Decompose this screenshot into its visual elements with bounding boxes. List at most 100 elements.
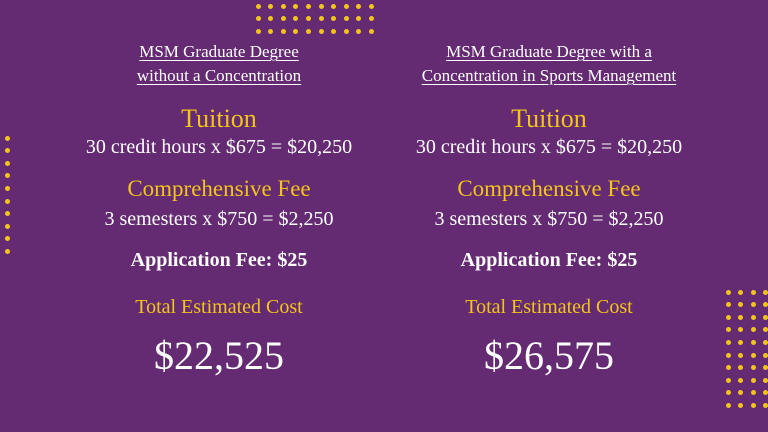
total-label: Total Estimated Cost <box>465 296 633 318</box>
decorative-dot <box>750 314 756 320</box>
decorative-dot <box>293 3 299 9</box>
decorative-dot <box>750 390 756 396</box>
fee-calc: 3 semesters x $750 = $2,250 <box>104 208 334 230</box>
decorative-dot <box>750 402 756 408</box>
decorative-dot <box>763 339 768 345</box>
decorative-dot <box>750 377 756 383</box>
decorative-dot <box>268 3 274 9</box>
decorative-dot <box>725 352 731 358</box>
column-title: MSM Graduate Degree with a Concentration … <box>384 40 714 88</box>
decorative-dot <box>750 327 756 333</box>
decorative-dot <box>725 327 731 333</box>
tuition-label: Tuition <box>511 104 587 133</box>
fee-calc: 3 semesters x $750 = $2,250 <box>434 208 664 230</box>
decorative-dot <box>763 352 768 358</box>
decorative-dot <box>305 28 311 34</box>
decorative-dot <box>750 302 756 308</box>
decorative-dot <box>331 28 337 34</box>
decorative-dot <box>725 365 731 371</box>
decorative-dot <box>738 327 744 333</box>
decorative-dot <box>763 289 768 295</box>
decorative-dot <box>738 289 744 295</box>
title-line-2: Concentration in Sports Management <box>421 66 677 85</box>
decorative-dot <box>750 352 756 358</box>
decorative-dot <box>331 3 337 9</box>
decorative-dot <box>331 16 337 22</box>
decorative-dot <box>368 28 374 34</box>
decorative-dot <box>738 302 744 308</box>
decorative-dot <box>356 28 362 34</box>
decorative-dot <box>280 16 286 22</box>
decorative-dot <box>280 28 286 34</box>
decorative-dot <box>763 365 768 371</box>
decorative-dot <box>4 185 10 191</box>
decorative-dot <box>255 16 261 22</box>
decorative-dot <box>356 16 362 22</box>
title-line-2: without a Concentration <box>136 66 302 85</box>
decorative-dot <box>368 16 374 22</box>
decorative-dot <box>750 365 756 371</box>
decorative-dot <box>763 377 768 383</box>
decorative-dot <box>343 28 349 34</box>
decorative-dot <box>305 16 311 22</box>
column-title: MSM Graduate Degree without a Concentrati… <box>54 40 384 88</box>
decorative-dot <box>4 173 10 179</box>
decorative-dot <box>305 3 311 9</box>
total-value: $26,575 <box>484 333 614 378</box>
decorative-dot <box>293 28 299 34</box>
fee-label: Comprehensive Fee <box>457 176 641 201</box>
decorative-dot <box>725 302 731 308</box>
decorative-dot <box>4 236 10 242</box>
decorative-dot <box>725 390 731 396</box>
decorative-dot <box>750 339 756 345</box>
decorative-dot <box>293 16 299 22</box>
decorative-dot <box>738 402 744 408</box>
decorative-dot <box>255 28 261 34</box>
total-label: Total Estimated Cost <box>135 296 303 318</box>
title-line-1: MSM Graduate Degree with a <box>446 42 652 61</box>
decorative-dot <box>4 198 10 204</box>
decorative-dot <box>268 28 274 34</box>
decorative-dot <box>750 289 756 295</box>
tuition-calc: 30 credit hours x $675 = $20,250 <box>415 136 683 158</box>
decorative-dot <box>725 339 731 345</box>
tuition-calc: 30 credit hours x $675 = $20,250 <box>85 136 353 158</box>
decorative-dot <box>725 289 731 295</box>
decorative-dot <box>343 3 349 9</box>
total-value: $22,525 <box>154 333 284 378</box>
decorative-dot <box>318 3 324 9</box>
decorative-dot <box>738 314 744 320</box>
decorative-dot <box>368 3 374 9</box>
decorative-dot <box>343 16 349 22</box>
decorative-dot <box>4 148 10 154</box>
decorative-dot <box>725 314 731 320</box>
decorative-dot <box>738 339 744 345</box>
decorative-dot <box>738 352 744 358</box>
decorative-dot <box>268 16 274 22</box>
decorative-dot <box>4 211 10 217</box>
application-fee: Application Fee: $25 <box>460 249 638 271</box>
fee-label: Comprehensive Fee <box>127 176 311 201</box>
decorative-dot <box>318 16 324 22</box>
decorative-dot <box>738 365 744 371</box>
decorative-dot <box>318 28 324 34</box>
decorative-dot <box>725 377 731 383</box>
decorative-dot <box>738 390 744 396</box>
decorative-dot <box>763 302 768 308</box>
decorative-dot <box>4 160 10 166</box>
tuition-label: Tuition <box>181 104 257 133</box>
application-fee: Application Fee: $25 <box>130 249 308 271</box>
decorative-dot <box>356 3 362 9</box>
decorative-dot <box>763 390 768 396</box>
decorative-dot <box>738 377 744 383</box>
decorative-dot <box>763 314 768 320</box>
decorative-dot <box>4 223 10 229</box>
decorative-dot <box>255 3 261 9</box>
title-line-1: MSM Graduate Degree <box>139 42 299 61</box>
decorative-dot <box>4 135 10 141</box>
decorative-dot <box>763 402 768 408</box>
decorative-dot <box>280 3 286 9</box>
decorative-dot <box>763 327 768 333</box>
decorative-dot <box>725 402 731 408</box>
decorative-dot <box>4 248 10 254</box>
